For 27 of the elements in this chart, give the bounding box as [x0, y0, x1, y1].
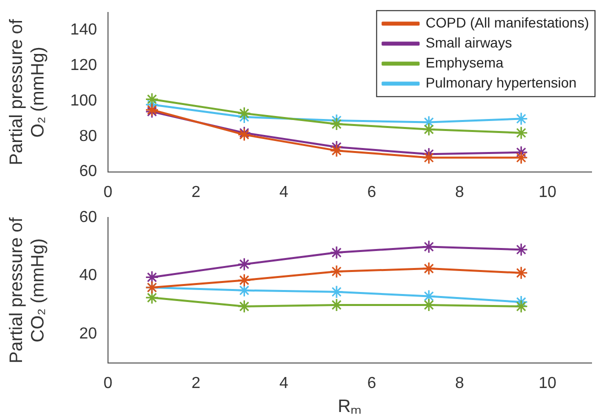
legend-label: Small airways — [426, 34, 512, 50]
x-tick-label: 8 — [455, 375, 464, 392]
legend-label: COPD (All manifestations) — [426, 14, 590, 30]
x-tick-label: 4 — [279, 184, 288, 201]
y-tick-label: 20 — [79, 325, 98, 342]
x-tick-label: 10 — [538, 375, 557, 392]
y-tick-label: 80 — [79, 128, 98, 145]
y-axis-title: Partial pressure of O₂ (mmHg) — [6, 18, 48, 166]
y-tick-label: 60 — [79, 209, 98, 226]
x-tick-label: 0 — [104, 375, 113, 392]
x-tick-label: 0 — [104, 184, 113, 201]
legend-label: Emphysema — [426, 54, 504, 70]
x-tick-label: 2 — [191, 184, 200, 201]
x-tick-label: 4 — [279, 375, 288, 392]
x-tick-label: 2 — [191, 375, 200, 392]
x-tick-label: 6 — [367, 184, 376, 201]
x-tick-label: 8 — [455, 184, 464, 201]
y-tick-label: 140 — [70, 22, 98, 39]
y-axis-title: Partial pressure of CO₂ (mmHg) — [6, 216, 48, 364]
y-tick-label: 60 — [79, 163, 98, 180]
y-tick-label: 120 — [70, 57, 98, 74]
x-tick-label: 6 — [367, 375, 376, 392]
y-tick-label: 100 — [70, 92, 98, 110]
y-tick-label: 40 — [79, 267, 98, 284]
x-axis-title: Rₘ — [338, 396, 362, 416]
legend-label: Pulmonary hypertension — [426, 74, 577, 90]
x-tick-label: 10 — [538, 184, 557, 201]
